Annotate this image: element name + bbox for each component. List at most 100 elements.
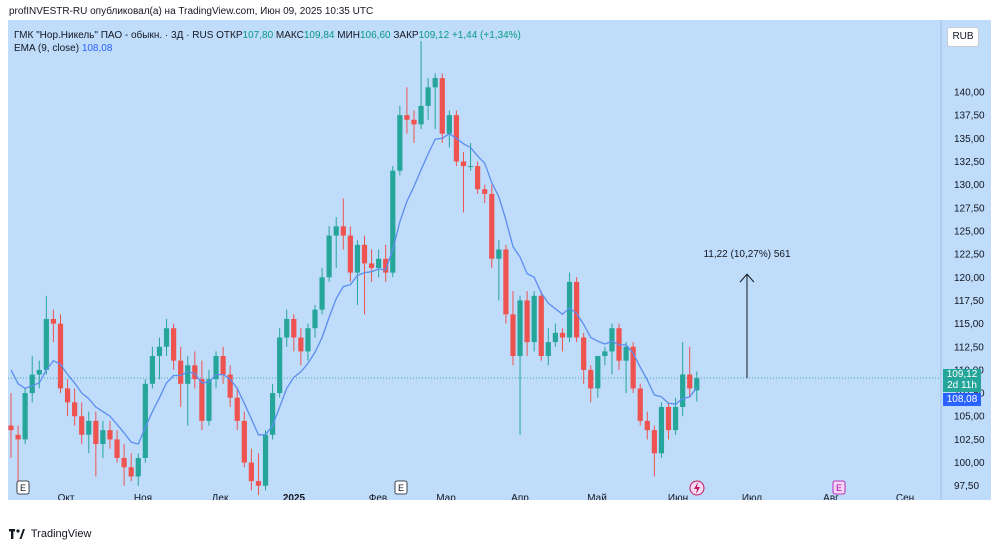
candle-body[interactable] bbox=[538, 295, 544, 357]
candle-body[interactable] bbox=[524, 300, 530, 343]
candle-body[interactable] bbox=[269, 393, 276, 435]
ema-line[interactable] bbox=[10, 132, 698, 445]
candle-body[interactable] bbox=[552, 332, 558, 343]
candle-body[interactable] bbox=[439, 78, 445, 134]
candle-body[interactable] bbox=[100, 430, 106, 445]
candle-body[interactable] bbox=[425, 87, 431, 106]
candle-body[interactable] bbox=[22, 393, 28, 440]
candle-body[interactable] bbox=[489, 193, 495, 259]
candle-body[interactable] bbox=[72, 402, 78, 417]
candle-body[interactable] bbox=[248, 462, 254, 482]
candle-body[interactable] bbox=[206, 379, 212, 421]
candle-body[interactable] bbox=[503, 249, 509, 315]
earnings-marker[interactable] bbox=[832, 480, 846, 495]
candle-body[interactable] bbox=[298, 337, 304, 352]
candle-body[interactable] bbox=[319, 277, 325, 310]
candle-body[interactable] bbox=[482, 189, 488, 194]
candle-body[interactable] bbox=[277, 337, 283, 394]
candle-body[interactable] bbox=[192, 365, 198, 380]
candle-body[interactable] bbox=[220, 356, 226, 375]
candle-body[interactable] bbox=[43, 318, 49, 370]
candle-body[interactable] bbox=[581, 337, 587, 370]
candle-body[interactable] bbox=[199, 379, 205, 421]
candle-body[interactable] bbox=[107, 430, 113, 440]
candle-body[interactable] bbox=[347, 235, 353, 273]
candle-body[interactable] bbox=[163, 328, 170, 347]
candle-body[interactable] bbox=[517, 300, 523, 357]
chart-frame[interactable]: 97,50100,00102,50105,00107,50110,00112,5… bbox=[8, 20, 991, 500]
candle-body[interactable] bbox=[404, 115, 410, 120]
candle-body[interactable] bbox=[50, 318, 57, 324]
candle-body[interactable] bbox=[185, 365, 191, 384]
candle-body[interactable] bbox=[135, 457, 141, 477]
candle-body[interactable] bbox=[630, 346, 636, 389]
candle-body[interactable] bbox=[602, 351, 608, 357]
candle-body[interactable] bbox=[291, 318, 297, 338]
candle-body[interactable] bbox=[609, 328, 615, 352]
candle-body[interactable] bbox=[86, 420, 92, 435]
candle-body[interactable] bbox=[255, 481, 262, 486]
earnings-marker[interactable] bbox=[16, 480, 30, 495]
candle-body[interactable] bbox=[559, 332, 566, 338]
candle-body[interactable] bbox=[665, 406, 672, 431]
candle-body[interactable] bbox=[178, 360, 184, 384]
candle-body[interactable] bbox=[368, 263, 375, 268]
candle-body[interactable] bbox=[305, 328, 311, 352]
candle-body[interactable] bbox=[446, 115, 452, 134]
legend-symbol[interactable]: ГМК "Нор.Никель" ПАО - обыкн. · 3Д · RUS bbox=[14, 30, 214, 41]
candle-body[interactable] bbox=[411, 119, 417, 125]
candle-body[interactable] bbox=[680, 374, 686, 407]
candle-body[interactable] bbox=[326, 235, 332, 278]
candle-body[interactable] bbox=[227, 374, 233, 398]
candle-body[interactable] bbox=[156, 346, 163, 357]
candle-body[interactable] bbox=[262, 434, 269, 486]
candle-body[interactable] bbox=[672, 406, 679, 431]
candle-body[interactable] bbox=[390, 170, 396, 273]
candle-body[interactable] bbox=[574, 281, 580, 338]
candle-body[interactable] bbox=[284, 318, 290, 338]
candle-body[interactable] bbox=[29, 374, 35, 394]
candle-body[interactable] bbox=[644, 420, 650, 431]
candle-body[interactable] bbox=[566, 281, 573, 338]
candle-body[interactable] bbox=[588, 369, 594, 389]
candle-body[interactable] bbox=[383, 258, 389, 273]
candle-body[interactable] bbox=[510, 314, 516, 357]
candle-body[interactable] bbox=[432, 78, 438, 88]
candle-body[interactable] bbox=[460, 161, 467, 167]
candle-body[interactable] bbox=[93, 420, 99, 445]
candle-body[interactable] bbox=[354, 244, 361, 273]
candle-body[interactable] bbox=[361, 244, 368, 264]
candle-body[interactable] bbox=[397, 115, 403, 171]
candle-body[interactable] bbox=[687, 374, 693, 389]
candle-body[interactable] bbox=[128, 467, 134, 477]
legend-ema-label[interactable]: EMA (9, close) bbox=[14, 43, 80, 54]
candle-body[interactable] bbox=[142, 383, 148, 458]
candle-body[interactable] bbox=[149, 356, 155, 384]
candle-body[interactable] bbox=[376, 258, 382, 268]
candle-body[interactable] bbox=[418, 105, 424, 125]
candle-body[interactable] bbox=[114, 439, 120, 458]
candle-body[interactable] bbox=[121, 457, 127, 468]
candle-body[interactable] bbox=[623, 346, 629, 361]
candle-body[interactable] bbox=[8, 425, 14, 431]
candle-body[interactable] bbox=[64, 388, 71, 403]
candle-body[interactable] bbox=[545, 342, 551, 357]
earnings-marker[interactable] bbox=[394, 480, 408, 495]
candle-body[interactable] bbox=[241, 420, 247, 463]
candle-body[interactable] bbox=[57, 323, 64, 389]
candle-body[interactable] bbox=[312, 309, 318, 329]
candle-body[interactable] bbox=[637, 388, 643, 421]
candle-body[interactable] bbox=[595, 356, 601, 389]
currency-button[interactable]: RUB bbox=[947, 27, 979, 47]
candle-body[interactable] bbox=[467, 166, 474, 168]
candle-body[interactable] bbox=[213, 356, 219, 380]
candlestick-chart[interactable]: 97,50100,00102,50105,00107,50110,00112,5… bbox=[8, 20, 991, 500]
candle-body[interactable] bbox=[475, 166, 481, 190]
candle-body[interactable] bbox=[340, 226, 346, 236]
candle-body[interactable] bbox=[234, 397, 240, 421]
candle-body[interactable] bbox=[333, 226, 339, 236]
tradingview-footer[interactable]: TradingView bbox=[9, 528, 91, 540]
candle-body[interactable] bbox=[658, 406, 665, 454]
candle-body[interactable] bbox=[496, 249, 502, 259]
candle-body[interactable] bbox=[36, 369, 42, 375]
